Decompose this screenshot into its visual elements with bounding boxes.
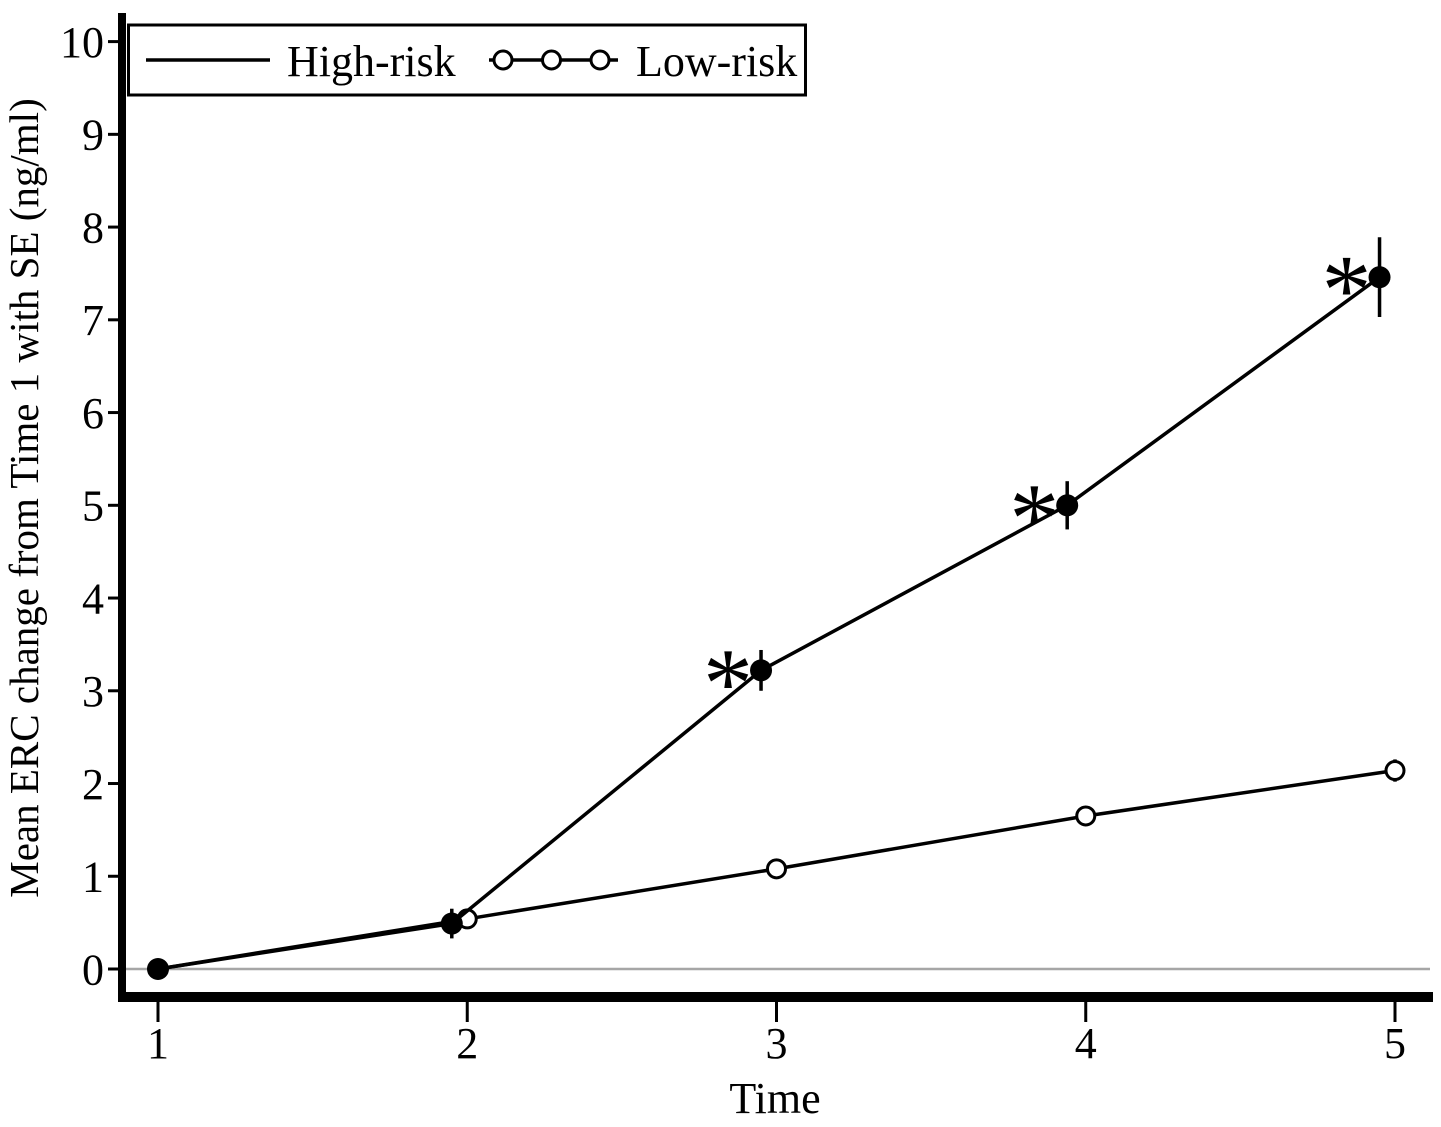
legend-sample-low-risk-marker [541, 49, 562, 71]
x-tick-label: 2 [456, 1019, 478, 1068]
y-axis-line [118, 13, 126, 1002]
legend: High-risk Low-risk [127, 23, 807, 97]
significance-asterisk: * [1322, 234, 1372, 345]
data-point-open [1075, 805, 1097, 827]
significance-asterisk: * [1009, 462, 1059, 573]
series-high-risk: * * * [147, 234, 1391, 980]
legend-label-high-risk: High-risk [287, 37, 456, 86]
y-tick-label: 7 [82, 296, 104, 345]
x-tick-label: 4 [1075, 1019, 1097, 1068]
y-tick-label: 0 [82, 945, 104, 994]
y-tick-label: 6 [82, 389, 104, 438]
legend-label-low-risk: Low-risk [636, 37, 797, 86]
y-tick-label: 5 [82, 482, 104, 531]
y-tick-label: 10 [60, 18, 104, 67]
data-point-open [1384, 760, 1406, 782]
y-tick-label: 8 [82, 203, 104, 252]
series-low-risk [147, 759, 1406, 980]
y-axis-title: Mean ERC change from Time 1 with SE (ng/… [1, 98, 47, 897]
y-tick-label: 9 [82, 111, 104, 160]
significance-asterisk: * [703, 627, 753, 738]
legend-sample-low-risk-line [489, 49, 618, 71]
data-point-filled [1056, 494, 1079, 517]
data-point-filled [147, 958, 169, 980]
legend-sample-low-risk-marker [492, 49, 514, 71]
y-tick-label: 2 [82, 760, 104, 809]
data-point-filled [750, 659, 773, 682]
x-axis-title: Time [729, 1074, 820, 1123]
x-tick-label: 5 [1384, 1019, 1406, 1068]
legend-sample-low-risk-marker [589, 49, 611, 71]
x-axis-line [118, 992, 1433, 1002]
y-tick-label: 4 [82, 574, 104, 623]
data-point-open [766, 858, 787, 880]
x-tick-label: 1 [147, 1019, 169, 1068]
data-point-filled [440, 912, 463, 935]
x-tick-label: 3 [766, 1019, 788, 1068]
y-tick-label: 1 [82, 853, 104, 902]
data-point-filled [1368, 266, 1391, 289]
y-tick-label: 3 [82, 667, 104, 716]
